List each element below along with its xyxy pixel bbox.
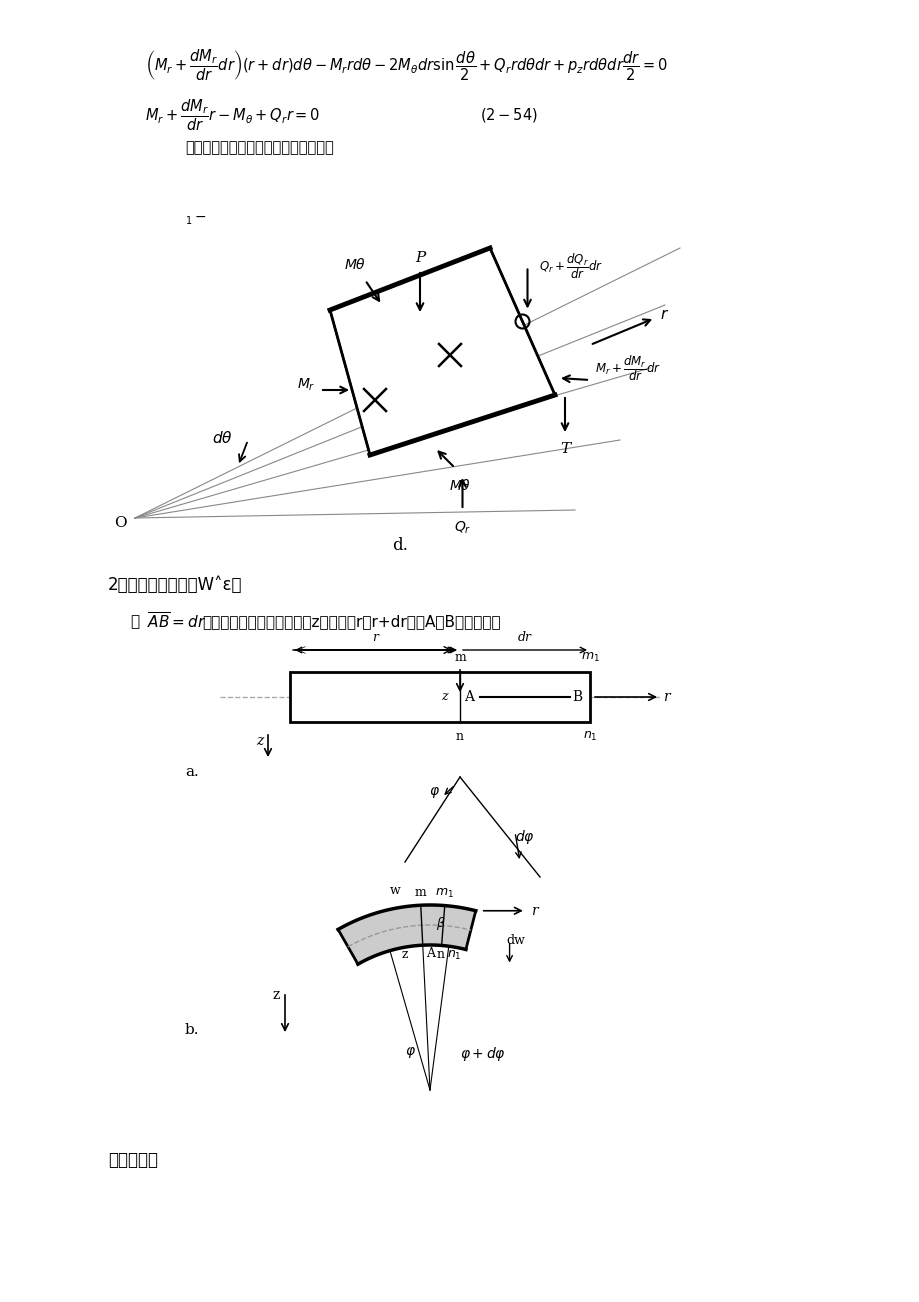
Text: z: z [256,734,264,749]
Text: dw: dw [506,934,525,947]
Text: $\varphi$: $\varphi$ [428,785,439,799]
Text: z: z [401,948,407,961]
Text: $m_1$: $m_1$ [435,887,454,900]
Text: m: m [414,887,426,900]
Text: d.: d. [391,536,407,553]
Text: b.: b. [185,1023,199,1036]
Text: z: z [272,988,279,1003]
Text: $n_1$: $n_1$ [446,948,460,962]
Text: r: r [663,690,669,704]
Text: $m_1$: $m_1$ [580,651,599,664]
Text: $d\theta$: $d\theta$ [212,430,233,447]
Text: （圆平板在轴对称载荷下的平衡方程）: （圆平板在轴对称载荷下的平衡方程） [185,141,334,155]
Text: r: r [371,631,378,644]
Text: A: A [425,947,435,960]
Text: $d\varphi$: $d\varphi$ [515,828,534,846]
Text: n: n [456,730,463,743]
Text: $r$: $r$ [659,309,668,322]
Text: $_1-$: $_1-$ [185,214,207,227]
Text: $Q_r$: $Q_r$ [453,519,471,536]
Text: A: A [463,690,473,704]
Text: $\left(M_r+\dfrac{dM_r}{dr}dr\right)(r+dr)d\theta - M_r rd\theta - 2M_\theta dr\: $\left(M_r+\dfrac{dM_r}{dr}dr\right)(r+d… [145,47,667,82]
Text: T: T [560,441,570,456]
Text: $\overline{AB}=dr$: $\overline{AB}=dr$ [147,612,206,631]
Text: ，径向截面上与中面相距为z，半径为r与r+dr两点A与B构成的微段: ，径向截面上与中面相距为z，半径为r与r+dr两点A与B构成的微段 [202,615,500,629]
Text: 取: 取 [130,615,139,629]
Text: O: O [114,516,127,530]
Text: m: m [454,651,465,664]
Text: a.: a. [185,766,199,779]
Text: $\varphi$: $\varphi$ [404,1046,415,1060]
Text: $M\theta$: $M\theta$ [448,478,471,493]
Text: 2、几何协调方程（W˄ε）: 2、几何协调方程（W˄ε） [108,575,243,594]
Text: $\varphi+d\varphi$: $\varphi+d\varphi$ [460,1046,505,1062]
Text: $n_1$: $n_1$ [582,730,596,743]
Text: $\beta$: $\beta$ [436,915,446,932]
Text: P: P [414,251,425,266]
Text: $(2-54)$: $(2-54)$ [480,105,538,124]
Text: dr: dr [517,631,531,644]
Text: r: r [530,904,537,918]
Text: B: B [572,690,582,704]
Text: $M_r+\dfrac{dM_r}{dr}r - M_\theta + Q_r r = 0$: $M_r+\dfrac{dM_r}{dr}r - M_\theta + Q_r … [145,98,320,133]
Polygon shape [337,905,475,965]
Text: 板变形后：: 板变形后： [108,1151,158,1169]
Text: n: n [437,948,444,961]
Text: $Q_r+\dfrac{dQ_r}{dr}dr$: $Q_r+\dfrac{dQ_r}{dr}dr$ [539,251,603,281]
Text: $M_r+\dfrac{dM_r}{dr}dr$: $M_r+\dfrac{dM_r}{dr}dr$ [595,353,660,383]
Text: w: w [390,884,401,897]
FancyBboxPatch shape [289,672,589,723]
Text: $M_r$: $M_r$ [296,376,314,393]
Text: z: z [441,690,448,703]
Polygon shape [330,247,554,454]
Text: $M\theta$: $M\theta$ [344,256,366,272]
